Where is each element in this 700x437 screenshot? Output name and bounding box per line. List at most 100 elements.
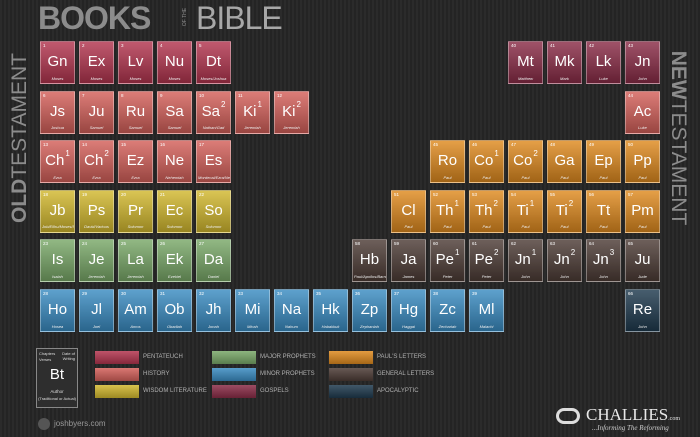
book-tile: 46 Co1 Paul — [469, 140, 504, 184]
book-abbrev: Nu — [164, 53, 185, 70]
book-tile: 41 Mk Mark — [547, 41, 582, 84]
book-number: 65 — [628, 241, 634, 247]
book-number: 54 — [511, 191, 517, 197]
book-author: Solomon — [166, 224, 183, 230]
book-abbrev: Tt — [596, 201, 611, 219]
book-tile: 56 Tt Paul — [586, 189, 621, 233]
book-number: 62 — [511, 241, 517, 247]
book-symbol: Ps — [80, 202, 113, 219]
book-number: 46 — [472, 142, 478, 148]
title-bold: BOOKS — [38, 0, 151, 36]
book-symbol: Ec — [158, 202, 191, 219]
book-tile: 43 Jn John — [625, 41, 660, 84]
book-author: Paul — [560, 224, 569, 230]
book-symbol: Zp — [353, 301, 386, 318]
book-tile: 61 Pe2 Peter — [469, 239, 504, 283]
book-author: Haggai — [402, 323, 415, 329]
book-symbol: Sa2 — [197, 100, 230, 120]
book-number: 35 — [316, 291, 322, 296]
side-right-light: TESTAMENT — [667, 99, 690, 226]
book-abbrev: Jb — [49, 201, 66, 219]
key-verses: Verses — [39, 357, 52, 362]
book-tile: 40 Mt Matthew — [508, 41, 543, 84]
book-number: 42 — [589, 43, 595, 48]
key-author-note: (Traditional or Actual) — [38, 396, 76, 401]
book-number: 39 — [472, 291, 478, 296]
book-tile: 30 Am Amos — [118, 289, 153, 332]
book-author: Moses — [90, 75, 103, 81]
book-abbrev: Ex — [87, 53, 106, 70]
book-symbol: Mt — [509, 53, 542, 70]
book-symbol: Ml — [470, 301, 503, 318]
book-author: Micah — [247, 323, 258, 329]
book-symbol: Ch2 — [80, 149, 113, 169]
book-author: Samuel — [128, 125, 143, 131]
book-tile: 57 Pm Paul — [625, 189, 660, 233]
book-number: 24 — [82, 241, 88, 247]
book-abbrev: Ho — [47, 301, 68, 318]
book-author: Solomon — [127, 224, 144, 230]
book-number: 9 — [160, 92, 163, 98]
book-tile: 9 Sa Samuel — [157, 90, 192, 134]
book-tile: 15 Ez Ezra — [118, 140, 153, 184]
book-tile: 24 Je Jeremiah — [79, 239, 114, 283]
book-symbol: Pm — [626, 202, 659, 219]
book-author: Paul — [599, 174, 608, 180]
book-author: Jeremiah — [88, 273, 105, 279]
book-author: Matthew — [517, 75, 534, 81]
book-number: 7 — [82, 92, 85, 98]
book-tile: 5 Dt Moses/Joshua — [196, 41, 231, 84]
book-number: 3 — [121, 43, 124, 48]
book-symbol: Jn1 — [509, 248, 542, 268]
book-number: 12 — [277, 92, 283, 98]
book-abbrev: Ch — [45, 152, 65, 170]
book-symbol: Ob — [158, 301, 191, 318]
book-symbol: Ne — [158, 152, 191, 169]
book-number: 4 — [160, 43, 163, 48]
book-author: Nehemiah — [165, 174, 184, 180]
book-number: 52 — [433, 191, 439, 197]
book-symbol: Jn2 — [548, 248, 581, 269]
book-abbrev: Ki — [282, 102, 296, 120]
book-symbol: Je — [80, 251, 113, 268]
book-number: 57 — [628, 191, 634, 197]
book-number: 11 — [238, 92, 243, 98]
book-symbol: Ti1 — [509, 199, 542, 219]
book-sup: 1 — [494, 149, 499, 159]
book-author: Peter — [442, 273, 453, 279]
book-sup: 2 — [296, 99, 301, 109]
book-symbol: Ac — [626, 103, 659, 120]
book-symbol: Ju — [80, 103, 113, 120]
book-author: Paul — [521, 224, 530, 230]
book-tile: 8 Ru Samuel — [118, 90, 153, 134]
book-author: David/Various — [84, 224, 109, 230]
book-number: 31 — [160, 291, 166, 296]
book-number: 49 — [589, 142, 595, 148]
book-sup: 1 — [531, 248, 537, 258]
book-symbol: So — [197, 202, 230, 219]
book-tile: 33 Mi Micah — [235, 289, 270, 332]
key-chapters: Chapters — [39, 351, 56, 356]
book-abbrev: Ti — [555, 201, 568, 219]
credit-left[interactable]: joshbyers.com — [54, 419, 106, 428]
book-symbol: Ga — [548, 152, 581, 169]
book-tile: 28 Ho Hosea — [40, 289, 75, 332]
book-author: Mordecai/Ezra/Nehemiah — [198, 174, 231, 180]
book-abbrev: Mi — [244, 301, 261, 318]
book-tile: 23 Is Isaiah — [40, 239, 75, 283]
book-author: John — [599, 273, 608, 279]
book-tile: 66 Re John — [625, 289, 660, 332]
book-author: Joshua — [51, 125, 64, 131]
book-symbol: Ez — [119, 152, 152, 169]
book-abbrev: Sa — [201, 102, 220, 120]
book-abbrev: Gn — [47, 53, 68, 70]
book-abbrev: Jn — [553, 251, 570, 269]
book-symbol: Js — [41, 103, 74, 120]
book-tile: 34 Na Nahum — [274, 289, 309, 332]
book-tile: 38 Zc Zechariah — [430, 289, 465, 332]
book-symbol: Gn — [41, 53, 74, 70]
book-tile: 17 Es Mordecai/Ezra/Nehemiah — [196, 140, 231, 184]
book-symbol: Jn — [626, 53, 659, 70]
book-number: 38 — [433, 291, 439, 296]
